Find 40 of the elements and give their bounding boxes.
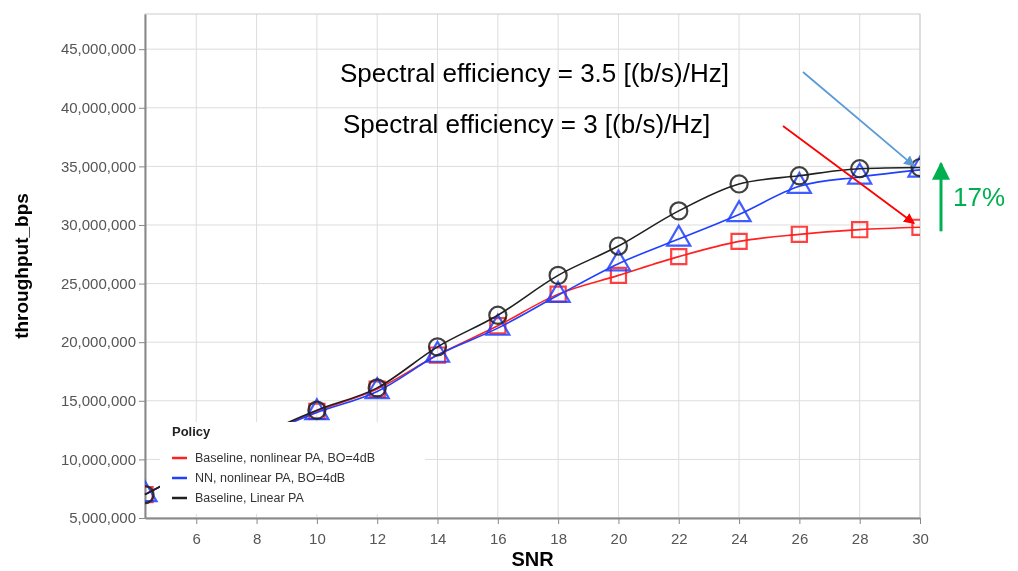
y-tick-label: 45,000,000: [60, 40, 136, 58]
point: [730, 232, 748, 251]
legend-label: Baseline, nonlinear PA, BO=4dB: [195, 451, 376, 465]
x-tick-label: 20: [610, 529, 628, 547]
text: 17%: [953, 182, 1006, 213]
x-tick-label: 28: [851, 529, 869, 547]
point: [608, 236, 629, 256]
y-tick-label: 15,000,000: [60, 392, 136, 410]
x-tick-label: 24: [731, 529, 748, 547]
legend-title: Policy: [172, 424, 212, 439]
point: [670, 247, 688, 266]
y-axis-title: throughput_bps: [11, 193, 32, 339]
point: [609, 266, 628, 285]
x-tick-label: 6: [192, 529, 201, 547]
annotation: Spectral efficiency = 3 [(b/s)/Hz]: [343, 109, 711, 139]
y-tick-label: 20,000,000: [60, 333, 136, 351]
y-tick-label: 25,000,000: [60, 274, 136, 292]
y-tick-label: 10,000,000: [60, 450, 136, 468]
x-tick-label: 26: [791, 529, 809, 547]
annotation: Spectral efficiency = 3.5 [(b/s)/Hz]: [340, 58, 729, 88]
y-tick-label: 40,000,000: [60, 99, 136, 117]
x-tick-label: 16: [489, 529, 507, 547]
point: [851, 220, 869, 239]
point: [729, 174, 749, 194]
y-tick-label: 5,000,000: [69, 509, 136, 527]
x-tick-label: 30: [912, 529, 929, 547]
point: [790, 225, 809, 244]
point: [669, 201, 689, 221]
legend-label: NN, nonlinear PA, BO=4dB: [195, 471, 346, 485]
legend-label: Baseline, Linear PA: [195, 491, 305, 505]
x-tick-label: 22: [670, 529, 688, 547]
y-tick-label: 30,000,000: [60, 216, 136, 234]
x-tick-label: 18: [550, 529, 567, 547]
x-tick-label: 10: [309, 529, 326, 547]
x-tick-label: 8: [252, 529, 262, 547]
x-tick-label: 12: [369, 529, 387, 547]
x-tick-label: 14: [429, 529, 447, 547]
point: [548, 265, 568, 286]
x-axis-title: SNR: [511, 548, 555, 570]
y-tick-label: 35,000,000: [60, 157, 136, 175]
